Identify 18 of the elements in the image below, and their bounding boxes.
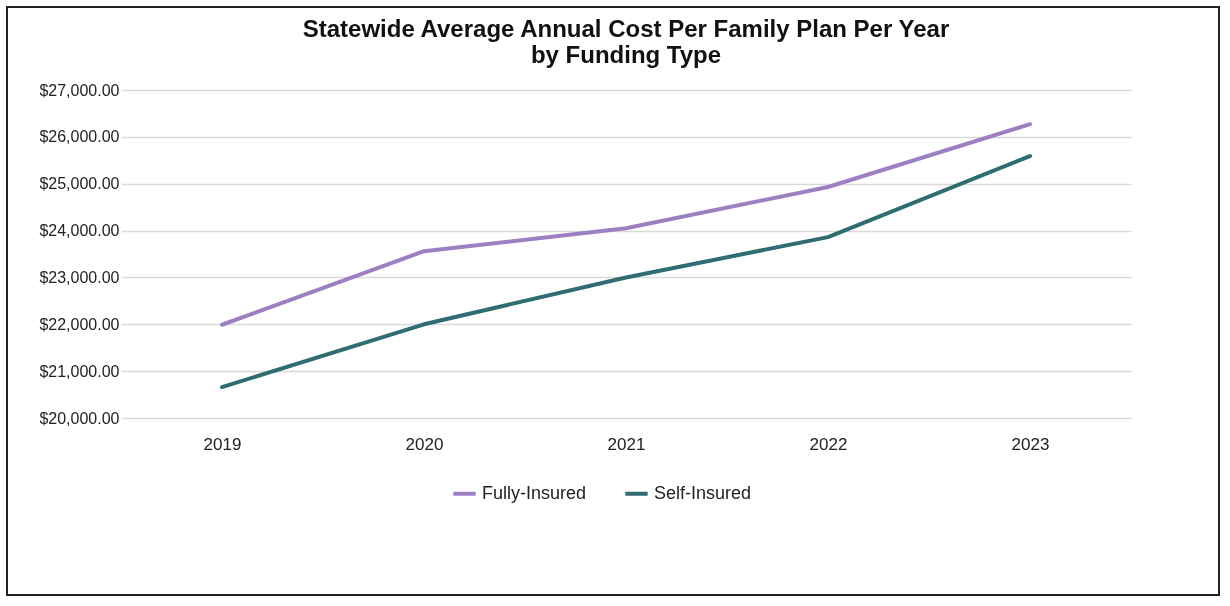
x-tick-label: 2019 [203, 434, 242, 454]
chart-title: Statewide Average Annual Cost Per Family Plan Per Year by Funding Type [302, 15, 950, 68]
line-series [220, 154, 1032, 390]
line-series [220, 122, 1032, 327]
x-tick-label: 2023 [1011, 434, 1050, 454]
y-tick-label: $20,000.00 [39, 409, 120, 427]
y-tick-label: $26,000.00 [39, 128, 120, 146]
y-tick-label: $22,000.00 [39, 315, 120, 333]
x-tick-label: 2020 [405, 434, 444, 454]
legend-label: Fully-Insured [482, 482, 587, 503]
y-tick-label: $24,000.00 [39, 222, 120, 240]
legend-label: Self-Insured [654, 482, 752, 503]
y-tick-label: $21,000.00 [39, 362, 120, 380]
y-tick-label: $25,000.00 [39, 175, 120, 193]
x-tick-label: 2022 [809, 434, 848, 454]
y-tick-label: $27,000.00 [39, 81, 120, 99]
x-tick-label: 2021 [607, 434, 646, 454]
y-tick-label: $23,000.00 [39, 268, 120, 286]
